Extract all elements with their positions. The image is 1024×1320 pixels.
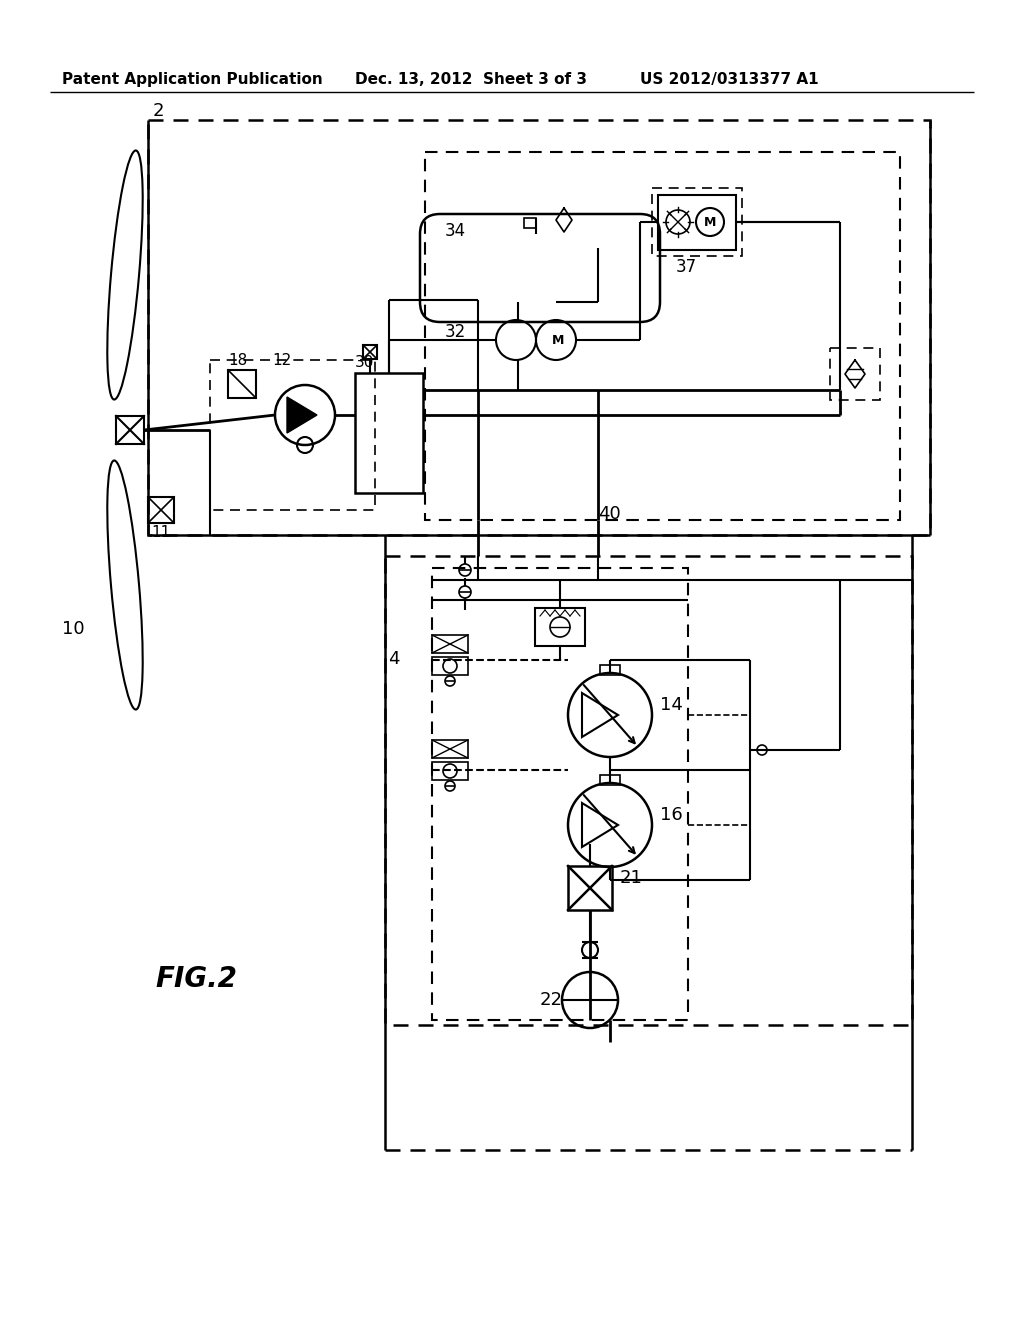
Text: 34: 34 [445, 222, 466, 240]
Text: 16: 16 [660, 807, 683, 824]
Text: 37: 37 [676, 257, 697, 276]
Text: 32: 32 [445, 323, 466, 341]
Bar [600, 775, 620, 785]
Text: 11: 11 [152, 525, 171, 540]
Text: 40: 40 [598, 506, 621, 523]
Polygon shape [287, 397, 317, 433]
Text: 30: 30 [355, 355, 375, 370]
Bar [432, 741, 468, 758]
Text: 22: 22 [540, 991, 563, 1008]
Bar [228, 370, 256, 399]
Bar [600, 665, 620, 675]
Text: 10: 10 [62, 620, 85, 638]
Text: M: M [703, 215, 716, 228]
Bar [148, 120, 930, 535]
Text: 18: 18 [228, 352, 247, 368]
Text: FIG.2: FIG.2 [155, 965, 237, 993]
Bar [658, 195, 736, 249]
Text: 2: 2 [153, 102, 165, 120]
Text: US 2012/0313377 A1: US 2012/0313377 A1 [640, 73, 818, 87]
Bar [432, 762, 468, 780]
Text: Patent Application Publication: Patent Application Publication [62, 73, 323, 87]
Text: 21: 21 [620, 869, 643, 887]
Text: Dec. 13, 2012  Sheet 3 of 3: Dec. 13, 2012 Sheet 3 of 3 [355, 73, 587, 87]
Bar [148, 498, 174, 523]
Bar [432, 635, 468, 653]
Bar [830, 348, 880, 400]
Text: M: M [552, 334, 564, 346]
Bar [432, 657, 468, 675]
Bar [432, 568, 688, 1020]
Text: 4: 4 [388, 649, 399, 668]
Bar [210, 360, 375, 510]
Bar [568, 866, 612, 909]
Bar [116, 416, 144, 444]
Bar [425, 152, 900, 520]
Bar [535, 609, 585, 645]
Bar [524, 218, 536, 228]
Text: 14: 14 [660, 696, 683, 714]
Bar [652, 187, 742, 256]
Text: 12: 12 [272, 352, 291, 368]
Bar [355, 374, 423, 492]
Bar [385, 556, 912, 1026]
Bar [362, 345, 377, 359]
